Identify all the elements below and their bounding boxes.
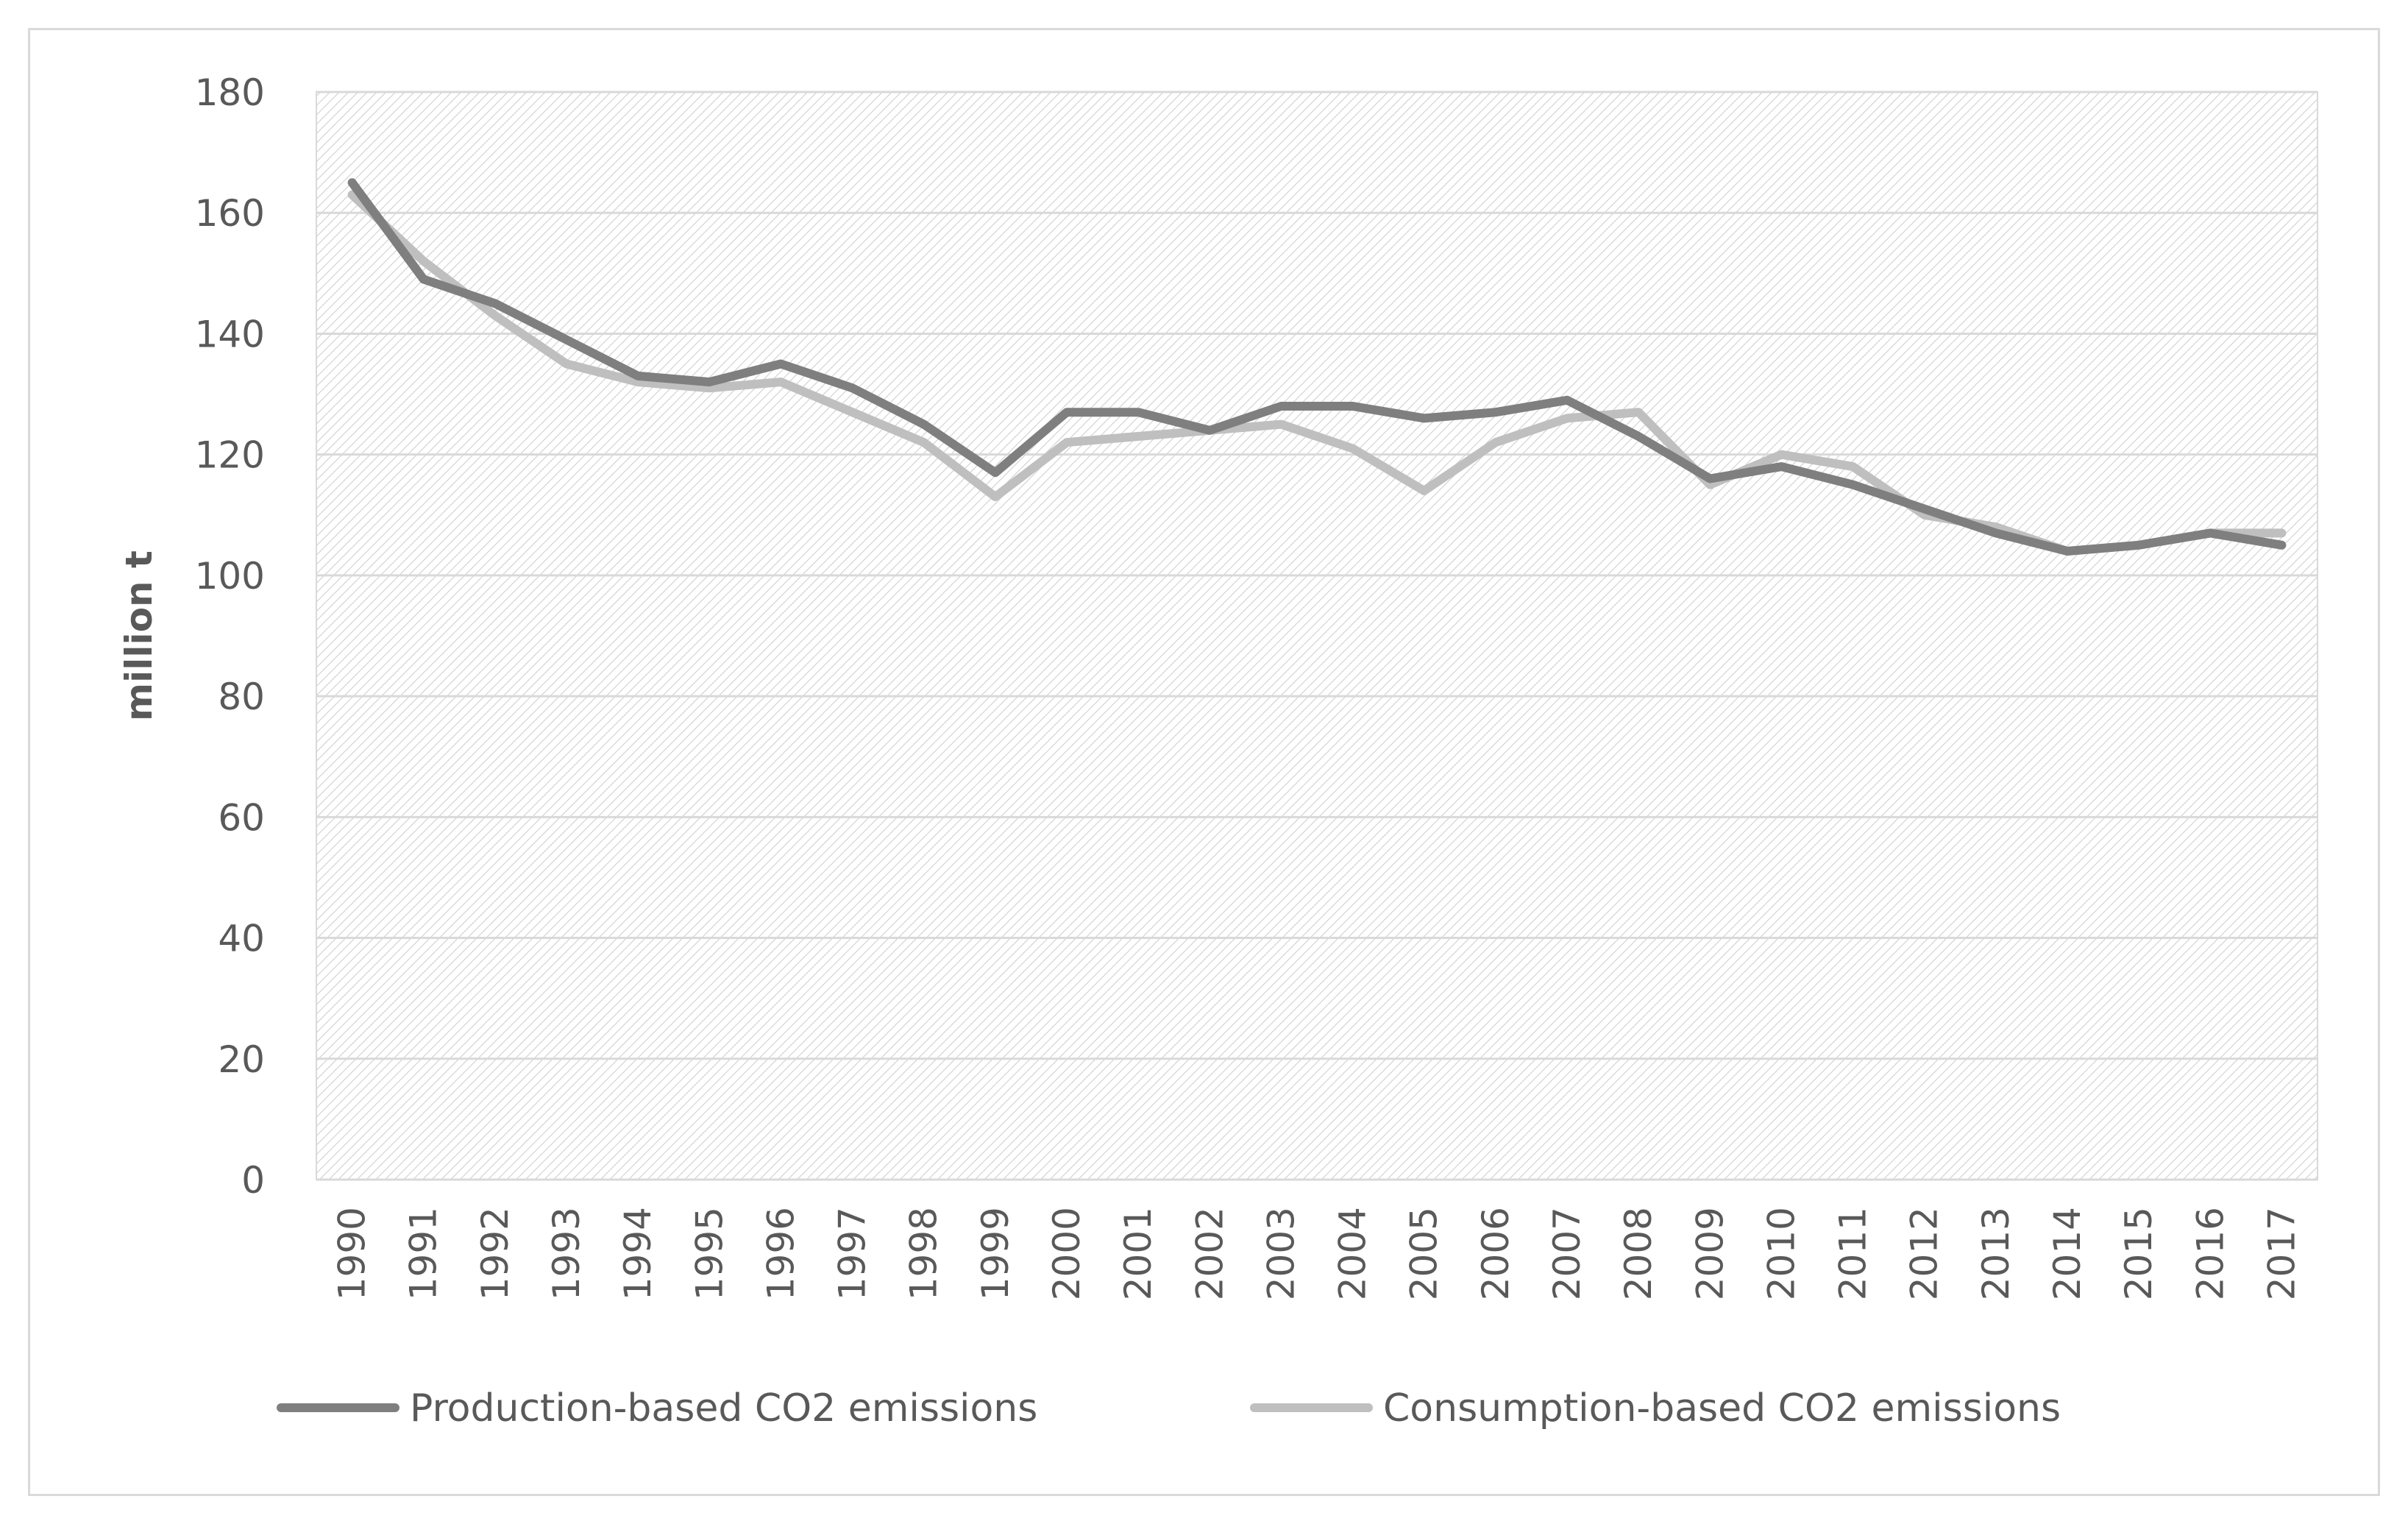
y-tick-label: 0 — [241, 1159, 265, 1202]
legend-label: Production-based CO2 emissions — [410, 1386, 1037, 1431]
gridlines — [316, 91, 2318, 1181]
y-tick-label: 140 — [195, 313, 265, 355]
x-tick-label: 2014 — [2046, 1207, 2089, 1300]
x-tick-label: 2009 — [1688, 1207, 1731, 1300]
x-tick-label: 2008 — [1617, 1207, 1660, 1300]
series-line — [347, 178, 2287, 556]
x-tick-label: 1995 — [688, 1207, 731, 1300]
x-tick-label: 2017 — [2260, 1207, 2303, 1300]
x-tick-label: 1997 — [831, 1207, 874, 1300]
plot-area — [316, 91, 2318, 1180]
y-tick-label: 160 — [195, 192, 265, 235]
x-tick-label: 2010 — [1760, 1207, 1803, 1300]
y-axis-label: million t — [118, 550, 160, 721]
x-tick-label: 2001 — [1117, 1207, 1159, 1300]
y-tick-label: 60 — [218, 796, 265, 839]
x-tick-label: 2015 — [2117, 1207, 2160, 1300]
x-tick-label: 1999 — [974, 1207, 1017, 1300]
x-tick-label: 2016 — [2189, 1207, 2231, 1300]
legend: Production-based CO2 emissions Consumptio… — [277, 1386, 2061, 1431]
x-tick-label: 2006 — [1474, 1207, 1517, 1300]
y-tick-label: 120 — [195, 434, 265, 477]
x-tick-label: 1991 — [402, 1207, 445, 1300]
x-tick-label: 2003 — [1260, 1207, 1302, 1300]
y-tick-label: 20 — [218, 1038, 265, 1081]
y-axis-ticks: 0 20 40 60 80 100 120 140 160 180 — [195, 71, 265, 1202]
x-tick-label: 1990 — [331, 1207, 374, 1300]
y-tick-label: 80 — [218, 676, 265, 718]
x-axis-ticks: 1990 1991 1992 1993 1994 1995 1996 1997 1998 1999… — [331, 1207, 2304, 1300]
x-tick-label: 1994 — [617, 1207, 659, 1300]
x-tick-label: 2005 — [1403, 1207, 1446, 1300]
y-tick-label: 180 — [195, 71, 265, 114]
y-tick-label: 40 — [218, 918, 265, 960]
x-tick-label: 1998 — [903, 1207, 945, 1300]
x-tick-label: 1993 — [545, 1207, 588, 1300]
x-tick-label: 1992 — [474, 1207, 516, 1300]
x-tick-label: 2007 — [1546, 1207, 1588, 1300]
x-tick-label: 2000 — [1045, 1207, 1088, 1300]
series-lines — [347, 178, 2287, 556]
y-tick-label: 100 — [195, 555, 265, 598]
x-tick-label: 2012 — [1903, 1207, 1946, 1300]
x-tick-label: 2002 — [1188, 1207, 1231, 1300]
x-tick-label: 2011 — [1832, 1207, 1875, 1300]
x-tick-label: 2004 — [1332, 1207, 1374, 1300]
x-tick-label: 1996 — [759, 1207, 802, 1300]
x-tick-label: 2013 — [1975, 1207, 2017, 1300]
legend-label: Consumption-based CO2 emissions — [1383, 1386, 2061, 1431]
